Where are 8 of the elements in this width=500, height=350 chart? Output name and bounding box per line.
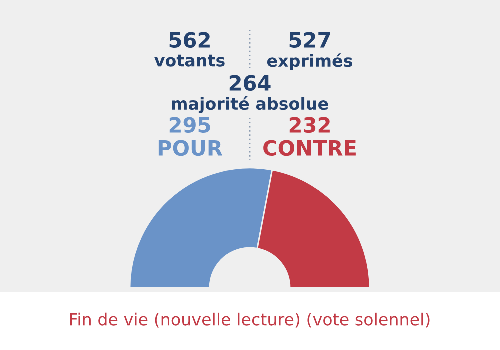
category-label: POUR bbox=[158, 140, 223, 156]
category-label: CONTRE bbox=[264, 140, 356, 156]
data-label: 295 bbox=[170, 117, 210, 134]
text: Fin de vie (nouvelle lecture) (vote solennel) bbox=[70, 312, 430, 328]
data-label: 232 bbox=[290, 117, 330, 134]
text: 264 majorité absolue bbox=[172, 75, 328, 114]
text: 562 votants bbox=[154, 32, 225, 67]
text: 527 exprimés bbox=[267, 32, 352, 70]
